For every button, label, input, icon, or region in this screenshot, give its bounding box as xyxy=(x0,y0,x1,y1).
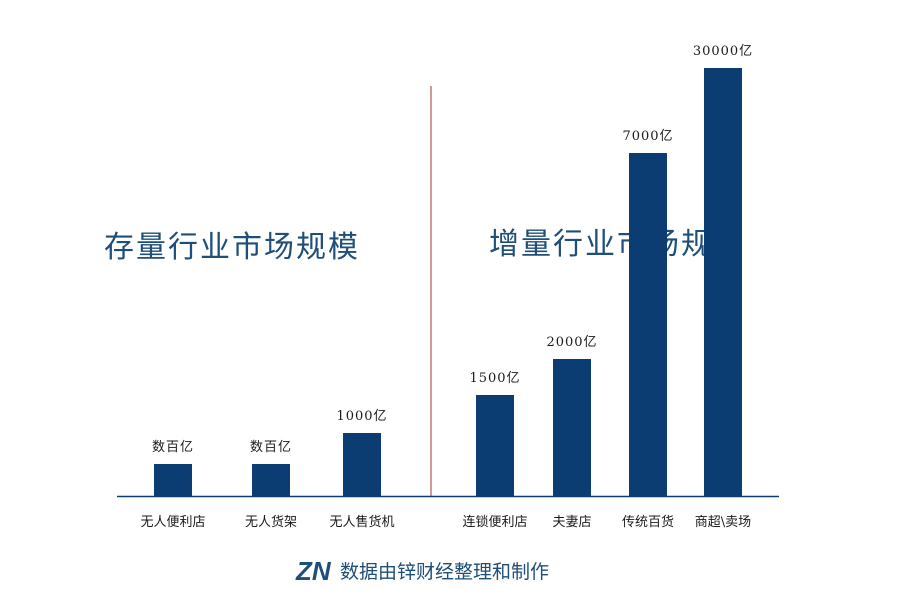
value-labels-group: 数百亿 数百亿 1000亿 1500亿 2000亿 7000亿 30000亿 xyxy=(152,44,753,455)
bar-2 xyxy=(343,433,381,496)
bar-4 xyxy=(553,359,591,496)
value-label-6: 30000亿 xyxy=(693,44,753,59)
category-label-1: 无人货架 xyxy=(245,514,297,530)
source-logo-text: ZN xyxy=(295,556,332,586)
source-logo: ZN xyxy=(295,556,332,586)
bar-5 xyxy=(629,153,667,496)
bar-1 xyxy=(252,464,290,496)
value-label-0: 数百亿 xyxy=(152,440,194,455)
category-labels-group: 无人便利店 无人货架 无人售货机 连锁便利店 夫妻店 传统百货 商超\卖场 xyxy=(140,514,751,530)
category-label-6: 商超\卖场 xyxy=(695,515,751,530)
category-label-2: 无人售货机 xyxy=(329,514,394,530)
bars-group xyxy=(154,68,742,496)
section-label-incremental: 增量行业市场规模 xyxy=(489,227,745,262)
value-label-3: 1500亿 xyxy=(469,371,520,386)
value-label-4: 2000亿 xyxy=(546,335,597,350)
bar-3 xyxy=(476,395,514,496)
value-label-1: 数百亿 xyxy=(250,440,292,455)
bar-6 xyxy=(704,68,742,496)
value-label-5: 7000亿 xyxy=(622,129,673,144)
category-label-4: 夫妻店 xyxy=(552,515,591,530)
category-label-3: 连锁便利店 xyxy=(462,514,527,530)
section-label-existing: 存量行业市场规模 xyxy=(104,230,360,265)
category-label-0: 无人便利店 xyxy=(140,515,205,530)
bar-0 xyxy=(154,464,192,496)
value-label-2: 1000亿 xyxy=(336,409,387,424)
category-label-5: 传统百货 xyxy=(622,514,674,530)
source-text: 数据由锌财经整理和制作 xyxy=(340,561,549,583)
